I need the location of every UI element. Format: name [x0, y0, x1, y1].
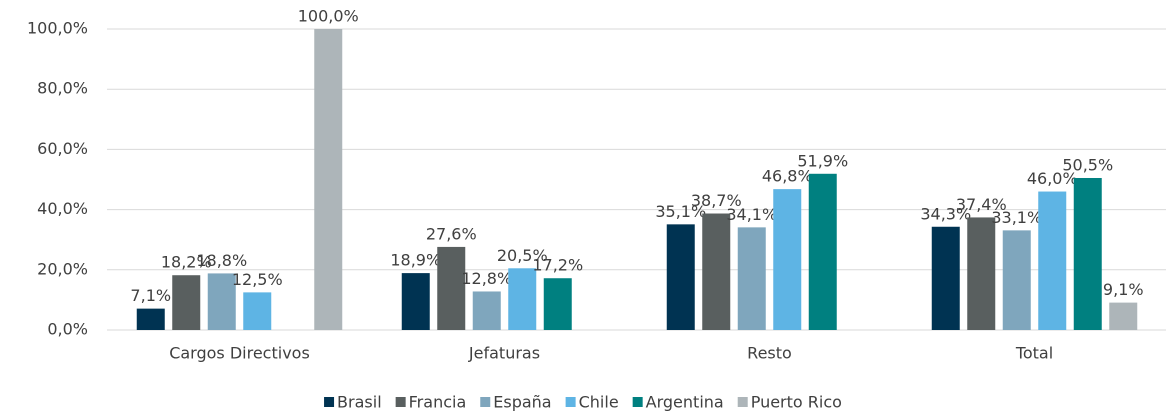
x-tick-label: Resto	[747, 344, 792, 363]
legend-label: Francia	[409, 393, 467, 412]
value-label: 7,1%	[130, 286, 171, 305]
y-tick-label: 20,0%	[37, 259, 88, 278]
legend-swatch	[737, 397, 748, 407]
bar	[967, 217, 996, 330]
legend-swatch	[395, 397, 406, 407]
value-label: 9,1%	[1103, 280, 1144, 299]
bar	[543, 278, 572, 330]
bar	[1073, 177, 1102, 330]
y-tick-label: 80,0%	[37, 79, 88, 98]
value-label: 12,5%	[232, 270, 283, 289]
y-tick-label: 0,0%	[47, 320, 88, 339]
x-tick-label: Cargos Directivos	[169, 344, 310, 363]
bar	[472, 291, 501, 330]
bar	[508, 268, 537, 330]
value-label: 50,5%	[1062, 155, 1113, 174]
value-label: 27,6%	[426, 224, 477, 243]
value-label: 20,5%	[497, 246, 548, 265]
bar	[401, 273, 430, 330]
legend-label: España	[493, 393, 551, 412]
value-label: 12,8%	[461, 269, 512, 288]
value-label: 18,8%	[196, 251, 247, 270]
value-label: 38,7%	[691, 191, 742, 210]
value-label: 100,0%	[298, 7, 359, 26]
legend-label: Puerto Rico	[751, 393, 842, 412]
y-tick-label: 60,0%	[37, 139, 88, 158]
bar	[1109, 302, 1138, 330]
bar	[1002, 230, 1031, 330]
x-tick-label: Jefaturas	[468, 344, 540, 363]
bar	[737, 227, 766, 330]
y-tick-label: 40,0%	[37, 199, 88, 218]
value-label: 51,9%	[797, 151, 848, 170]
bar	[1038, 191, 1067, 330]
bar	[136, 308, 165, 330]
value-label: 33,1%	[991, 208, 1042, 227]
legend-swatch	[565, 397, 576, 407]
bar	[437, 246, 466, 330]
value-label: 18,2%	[161, 253, 212, 272]
bar	[243, 292, 272, 330]
bar	[666, 224, 695, 330]
value-label: 17,2%	[532, 256, 583, 275]
legend-label: Argentina	[646, 393, 724, 412]
bar	[207, 273, 236, 330]
y-tick-label: 100,0%	[27, 19, 88, 38]
bar	[314, 29, 343, 330]
bar	[773, 189, 802, 330]
value-label: 35,1%	[655, 202, 706, 221]
value-label: 34,1%	[726, 205, 777, 224]
value-label: 37,4%	[956, 195, 1007, 214]
legend-label: Brasil	[337, 393, 382, 412]
legend-swatch	[324, 397, 335, 407]
bar	[702, 213, 731, 330]
bar	[808, 173, 837, 330]
value-label: 34,3%	[920, 204, 971, 223]
legend-swatch	[632, 397, 643, 407]
value-label: 18,9%	[390, 251, 441, 270]
value-label: 46,8%	[762, 167, 813, 186]
bar	[931, 226, 960, 330]
bar	[172, 275, 201, 330]
value-label: 46,0%	[1027, 169, 1078, 188]
legend-swatch	[480, 397, 491, 407]
legend-label: Chile	[579, 393, 619, 412]
x-tick-label: Total	[1015, 344, 1053, 363]
